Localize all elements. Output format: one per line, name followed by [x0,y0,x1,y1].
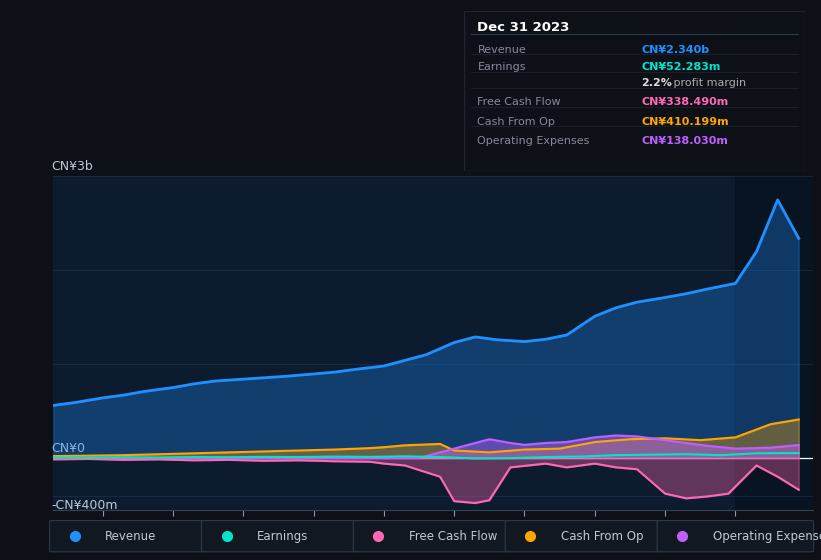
Text: Cash From Op: Cash From Op [478,116,555,127]
Text: Operating Expenses: Operating Expenses [478,136,589,146]
Text: Earnings: Earnings [478,62,526,72]
Text: profit margin: profit margin [670,78,746,88]
Text: CN¥2.340b: CN¥2.340b [641,45,709,55]
Text: Revenue: Revenue [478,45,526,55]
Text: CN¥52.283m: CN¥52.283m [641,62,720,72]
Text: Cash From Op: Cash From Op [561,530,643,543]
Text: Free Cash Flow: Free Cash Flow [478,97,561,108]
Text: -CN¥400m: -CN¥400m [51,499,117,512]
Bar [736,176,813,510]
FancyBboxPatch shape [353,521,510,552]
Text: CN¥138.030m: CN¥138.030m [641,136,728,146]
Text: CN¥410.199m: CN¥410.199m [641,116,729,127]
Text: Revenue: Revenue [105,530,156,543]
Text: 2.2%: 2.2% [641,78,672,88]
FancyBboxPatch shape [505,521,662,552]
Text: CN¥338.490m: CN¥338.490m [641,97,728,108]
Text: Operating Expenses: Operating Expenses [713,530,821,543]
Text: CN¥0: CN¥0 [51,442,85,455]
FancyBboxPatch shape [657,521,814,552]
FancyBboxPatch shape [201,521,358,552]
Text: Free Cash Flow: Free Cash Flow [409,530,498,543]
Text: CN¥3b: CN¥3b [51,160,93,172]
FancyBboxPatch shape [49,521,206,552]
Text: Dec 31 2023: Dec 31 2023 [478,21,570,34]
Text: Earnings: Earnings [257,530,308,543]
